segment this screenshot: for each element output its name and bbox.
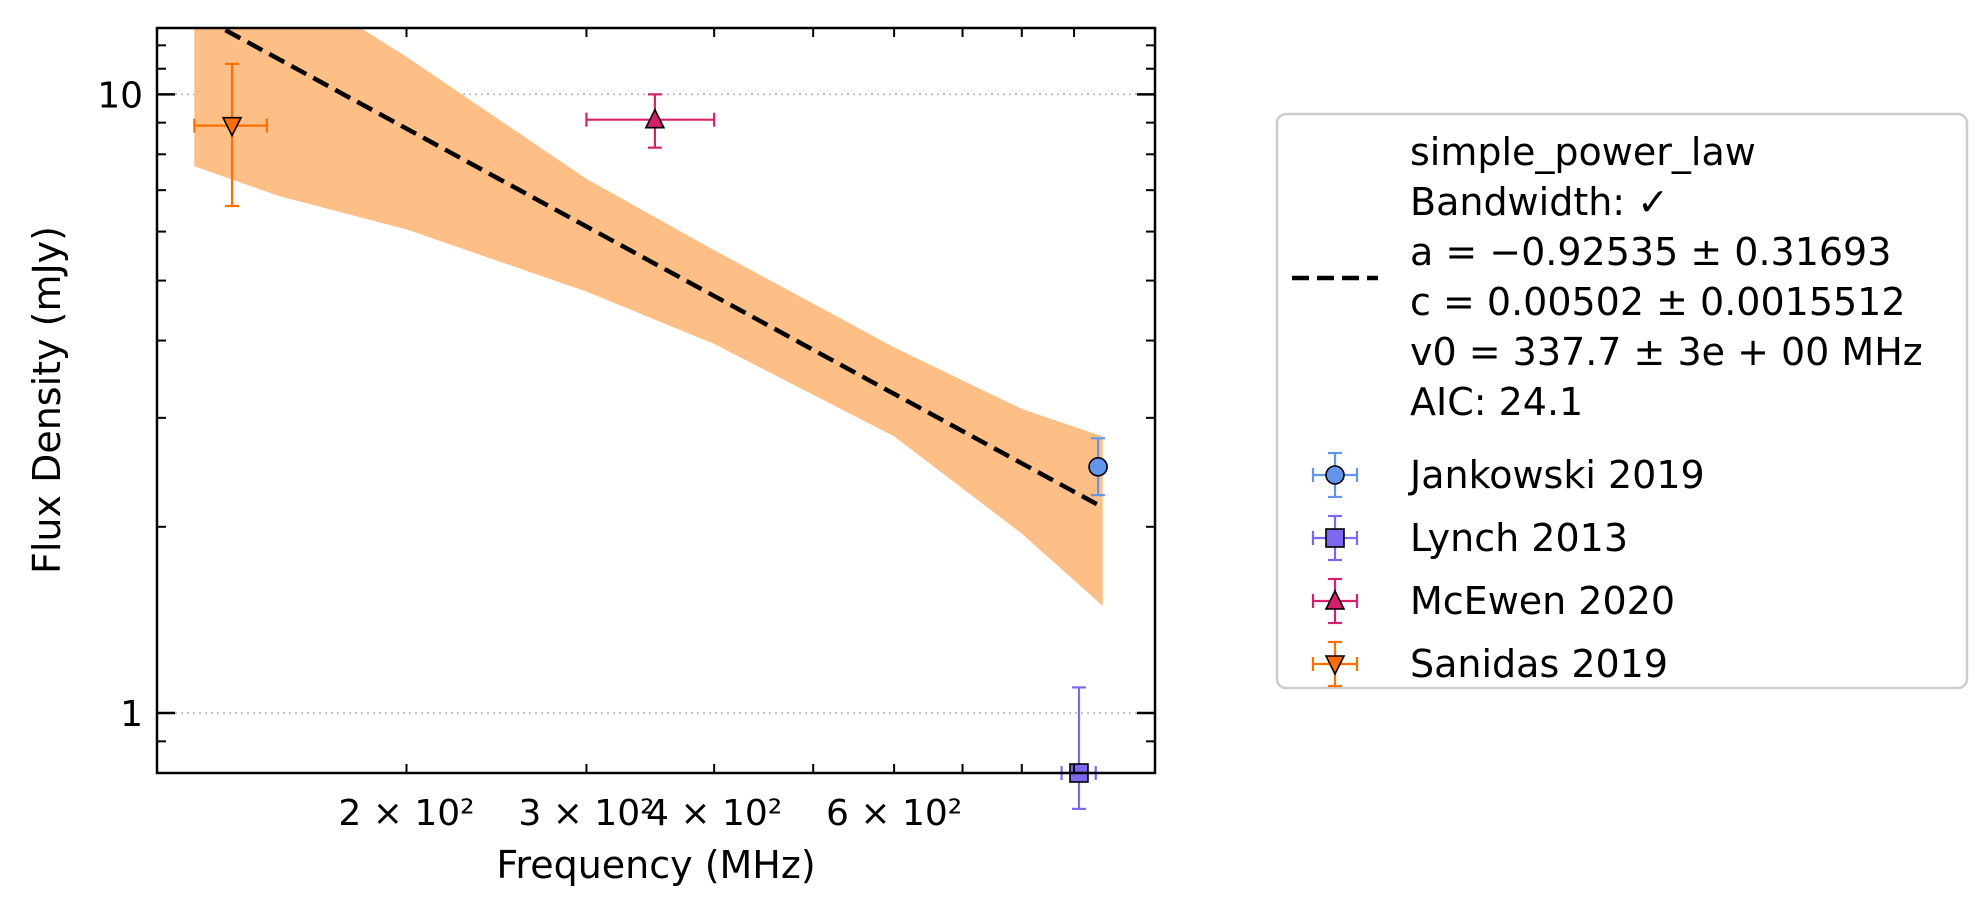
legend-fit-text: a = −0.92535 ± 0.31693	[1410, 230, 1891, 274]
x-tick-label: 6 × 10²	[826, 793, 962, 834]
legend-marker	[1324, 655, 1346, 676]
y-tick-label: 1	[120, 694, 143, 735]
fit-line-group	[224, 28, 1104, 510]
fit-uncertainty-band	[194, 28, 1103, 606]
legend-series-label: Jankowski 2019	[1408, 453, 1705, 497]
legend: simple_power_law Bandwidth: ✓ a = −0.92535…	[1275, 112, 1969, 690]
data-point	[221, 116, 243, 138]
fit-line	[224, 28, 1104, 510]
series-jankowski-2019	[1088, 437, 1108, 497]
y-tick-label: 10	[97, 75, 143, 116]
fit-uncertainty-band-group	[194, 28, 1103, 606]
legend-series-label: McEwen 2020	[1410, 579, 1675, 623]
x-tick-label: 2 × 10²	[338, 793, 474, 834]
x-tick-label: 3 × 10²	[518, 793, 654, 834]
legend-marker	[1325, 465, 1345, 485]
legend-fit-text: c = 0.00502 ± 0.0015512	[1410, 280, 1906, 324]
legend-fit-text: Bandwidth: ✓	[1410, 180, 1669, 224]
legend-fit-text: simple_power_law	[1410, 130, 1756, 174]
legend-marker	[1324, 589, 1346, 610]
data-point	[1088, 457, 1108, 477]
legend-series-label: Lynch 2013	[1410, 516, 1628, 560]
legend-series-label: Sanidas 2019	[1410, 642, 1668, 686]
data-point	[644, 107, 666, 129]
series-mcewen-2020	[585, 93, 716, 149]
y-axis-label: Flux Density (mJy)	[25, 226, 69, 574]
legend-fit-text: AIC: 24.1	[1410, 380, 1583, 424]
x-axis-label: Frequency (MHz)	[496, 843, 815, 887]
series-sanidas-2019	[193, 62, 268, 208]
legend-box	[1275, 112, 1969, 690]
x-tick-label: 4 × 10²	[646, 793, 782, 834]
legend-marker	[1325, 528, 1345, 548]
plot-frame	[155, 26, 1157, 775]
legend-fit-text: v0 = 337.7 ± 3e + 00 MHz	[1410, 330, 1923, 374]
